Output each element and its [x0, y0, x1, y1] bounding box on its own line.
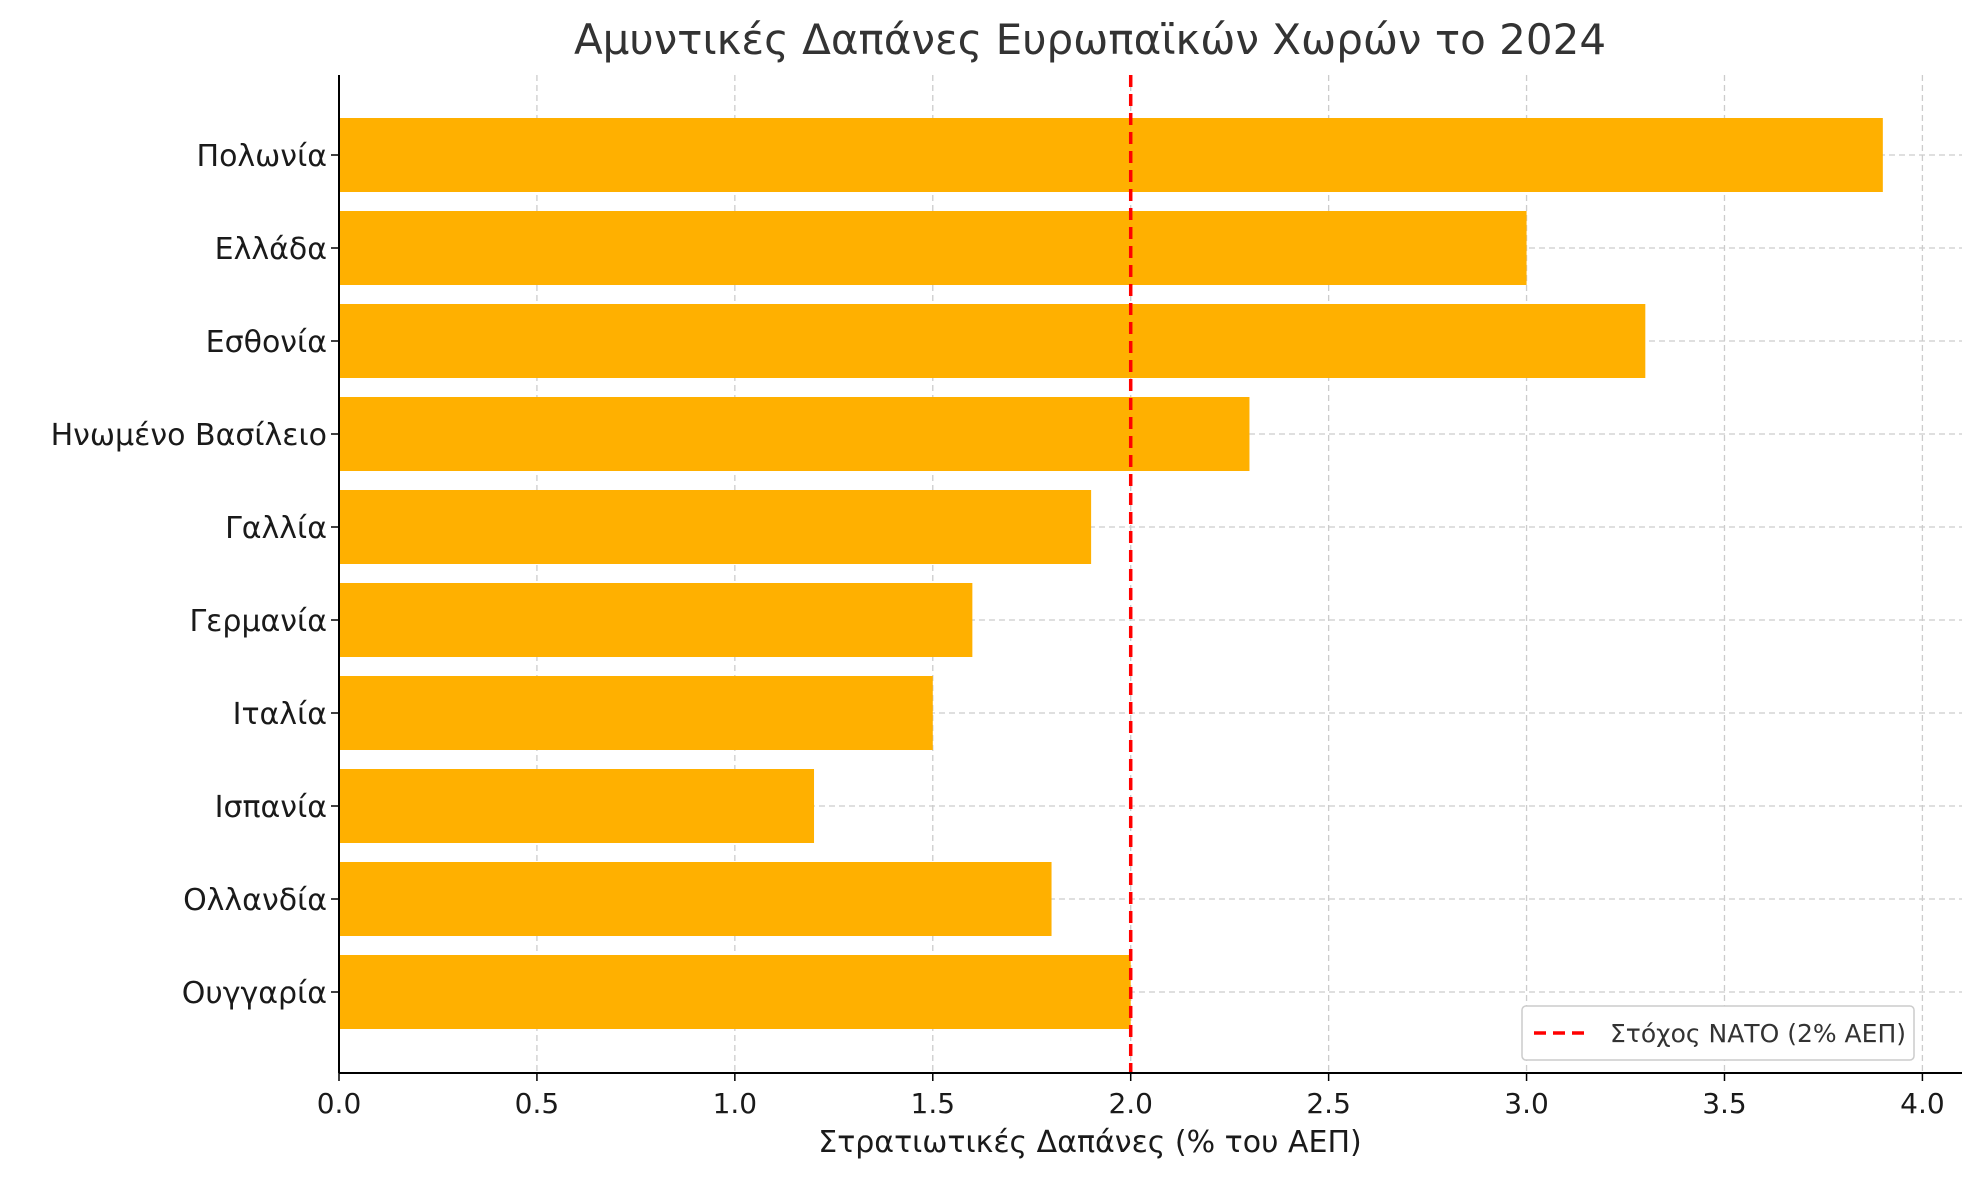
x-axis-label: Στρατιωτικές Δαπάνες (% του ΑΕΠ)	[818, 1125, 1361, 1160]
x-tick-label: 0.5	[515, 1087, 560, 1120]
legend-label: Στόχος ΝΑΤΟ (2% ΑΕΠ)	[1610, 1019, 1906, 1048]
bar	[339, 304, 1646, 378]
chart-title: Αμυντικές Δαπάνες Ευρωπαϊκών Χωρών το 20…	[574, 15, 1606, 64]
x-tick-label: 4.0	[1900, 1087, 1945, 1120]
x-tick-label: 1.0	[713, 1087, 758, 1120]
x-tick-label: 1.5	[911, 1087, 956, 1120]
bar	[339, 211, 1527, 285]
x-tick-label: 2.0	[1108, 1087, 1153, 1120]
bar	[339, 676, 933, 750]
axes	[331, 75, 1962, 1081]
legend-box	[1521, 1005, 1915, 1061]
bar	[339, 769, 815, 843]
y-tick-label: Ελλάδα	[215, 232, 327, 267]
x-tick-label: 3.5	[1702, 1087, 1747, 1120]
y-tick-label: Ουγγαρία	[182, 976, 327, 1011]
bar	[339, 862, 1052, 936]
y-tick-label: Πολωνία	[197, 139, 327, 174]
bar	[339, 955, 1131, 1029]
x-tick-labels: 0.0 0.5 1.0 1.5 2.0 2.5 3.0 3.5 4.0	[317, 1087, 1945, 1120]
x-tick-label: 3.0	[1504, 1087, 1549, 1120]
y-tick-label: Εσθονία	[206, 325, 327, 360]
bar	[339, 490, 1092, 564]
y-tick-label: Γαλλία	[225, 511, 327, 546]
y-tick-label: Γερμανία	[189, 604, 327, 639]
bar	[339, 118, 1883, 192]
y-tick-label: Ηνωμένο Βασίλειο	[51, 418, 327, 453]
x-tick-label: 0.0	[317, 1087, 362, 1120]
y-tick-label: Ισπανία	[215, 790, 327, 825]
x-tick-label: 2.5	[1306, 1087, 1351, 1120]
bar	[339, 583, 973, 657]
y-tick-label: Ολλανδία	[183, 883, 327, 918]
bar	[339, 397, 1250, 471]
y-tick-label: Ιταλία	[233, 697, 327, 732]
legend: Στόχος ΝΑΤΟ (2% ΑΕΠ)	[1521, 1005, 1915, 1061]
bars	[339, 118, 1883, 1029]
y-tick-labels: Πολωνία Ελλάδα Εσθονία Ηνωμένο Βασίλειο Γαλλ…	[51, 139, 327, 1011]
